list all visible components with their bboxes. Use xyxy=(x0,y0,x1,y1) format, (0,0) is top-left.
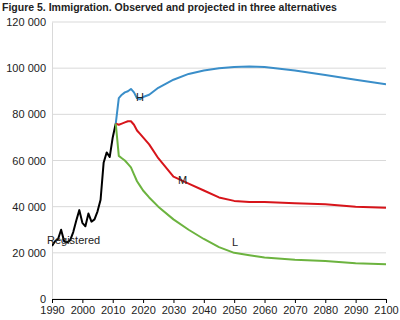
x-tick-label: 2010 xyxy=(101,304,125,316)
series-label: M xyxy=(178,174,187,186)
x-tick: 2050 xyxy=(222,299,246,316)
title: Figure 5. Immigration. Observed and proj… xyxy=(2,1,337,13)
grid-line xyxy=(52,22,386,23)
x-tick-mark xyxy=(52,299,53,303)
x-tick-mark xyxy=(204,299,205,303)
y-tick: 80 000 xyxy=(12,108,52,120)
x-tick-label: 2100 xyxy=(374,304,398,316)
x-tick: 2100 xyxy=(374,299,398,316)
series-line xyxy=(116,121,386,208)
y-tick-label: 120 000 xyxy=(6,16,46,28)
x-axis-line xyxy=(53,300,387,304)
x-tick-label: 2090 xyxy=(344,304,368,316)
x-tick-label: 2070 xyxy=(283,304,307,316)
x-tick-mark xyxy=(386,299,387,303)
y-tick: 120 000 xyxy=(6,16,52,28)
y-tick: 20 000 xyxy=(12,247,52,259)
x-tick: 2080 xyxy=(314,299,338,316)
x-tick-label: 2060 xyxy=(253,304,277,316)
y-tick-label: 80 000 xyxy=(12,108,46,120)
x-tick-label: 2080 xyxy=(314,304,338,316)
y-tick: 60 000 xyxy=(12,155,52,167)
series-label: H xyxy=(136,91,144,103)
x-tick-mark xyxy=(234,299,235,303)
x-tick-mark xyxy=(113,299,114,303)
grid-line xyxy=(52,252,386,253)
x-tick-mark xyxy=(325,299,326,303)
chart: Figure 5. Immigration. Observed and proj… xyxy=(0,0,400,320)
x-tick-label: 2040 xyxy=(192,304,216,316)
y-axis-line xyxy=(52,23,53,300)
x-tick-mark xyxy=(356,299,357,303)
grid-line xyxy=(52,114,386,115)
x-tick-label: 2030 xyxy=(162,304,186,316)
x-tick-mark xyxy=(143,299,144,303)
y-tick: 40 000 xyxy=(12,201,52,213)
x-tick: 1990 xyxy=(40,299,64,316)
y-tick: 100 000 xyxy=(6,62,52,74)
x-tick-label: 2000 xyxy=(71,304,95,316)
x-tick-label: 1990 xyxy=(40,304,64,316)
x-tick-mark xyxy=(265,299,266,303)
y-axis: 020 00040 00060 00080 000100 000120 000 xyxy=(6,16,52,305)
series-line xyxy=(116,67,386,124)
y-tick-label: 20 000 xyxy=(12,247,46,259)
x-tick: 2000 xyxy=(71,299,95,316)
x-tick: 2060 xyxy=(253,299,277,316)
x-axis: 1990 2000 2010 2020 2030 2040 2050 2060 2070 2080… xyxy=(40,299,398,316)
x-tick: 2070 xyxy=(283,299,307,316)
x-tick-label: 2020 xyxy=(131,304,155,316)
plot-area xyxy=(52,67,386,265)
x-tick: 2020 xyxy=(131,299,155,316)
series-label: Registered xyxy=(47,234,100,246)
x-tick: 2090 xyxy=(344,299,368,316)
series-line xyxy=(116,124,386,265)
series-line xyxy=(52,124,116,246)
x-tick: 2030 xyxy=(162,299,186,316)
x-tick-label: 2050 xyxy=(222,304,246,316)
y-tick-label: 40 000 xyxy=(12,201,46,213)
series-label: L xyxy=(232,236,238,248)
x-tick: 2040 xyxy=(192,299,216,316)
y-tick-label: 60 000 xyxy=(12,155,46,167)
x-tick-mark xyxy=(82,299,83,303)
grid-line xyxy=(52,160,386,161)
grid-line xyxy=(52,206,386,207)
x-tick-mark xyxy=(173,299,174,303)
series-labels: Registered H M L xyxy=(47,91,238,248)
x-tick-mark xyxy=(295,299,296,303)
x-tick: 2010 xyxy=(101,299,125,316)
y-tick-label: 100 000 xyxy=(6,62,46,74)
grid xyxy=(52,22,386,299)
